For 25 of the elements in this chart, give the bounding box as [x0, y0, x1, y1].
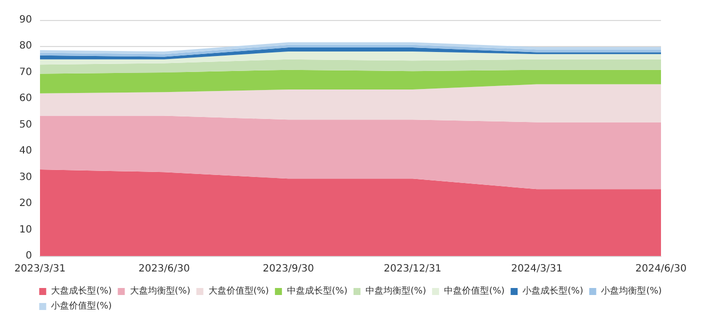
y-tick-label: 0 [26, 250, 32, 262]
y-tick-label: 30 [19, 172, 32, 183]
legend-label: 中盘价值型(%) [444, 286, 505, 296]
y-tick-label: 10 [19, 224, 32, 236]
y-tick-label: 60 [19, 93, 32, 104]
legend-label: 大盘均衡型(%) [130, 286, 190, 296]
legend-label: 小盘均衡型(%) [601, 286, 662, 296]
x-tick-label: 2023/12/31 [384, 264, 442, 274]
legend-label: 中盘均衡型(%) [366, 286, 426, 296]
legend-label: 中盘成长型(%) [286, 286, 348, 296]
y-tick-label: 80 [19, 40, 32, 52]
x-tick-label: 2023/6/30 [138, 264, 190, 274]
y-tick-label: 70 [19, 66, 32, 78]
x-tick-label: 2023/9/30 [262, 264, 314, 274]
x-tick-label: 2024/3/31 [511, 264, 562, 274]
legend-label: 小盘成长型(%) [522, 286, 584, 296]
y-tick-label: 20 [19, 198, 32, 210]
y-tick-label: 40 [19, 146, 32, 157]
y-tick-label: 90 [19, 14, 32, 26]
x-tick-label: 2023/3/31 [14, 264, 66, 274]
legend-label: 小盘价值型(%) [51, 300, 112, 312]
legend-label: 大盘成长型(%) [51, 286, 112, 296]
x-tick-label: 2024/6/30 [635, 264, 687, 274]
y-tick-label: 50 [19, 119, 32, 130]
legend-label: 大盘价值型(%) [208, 286, 269, 296]
